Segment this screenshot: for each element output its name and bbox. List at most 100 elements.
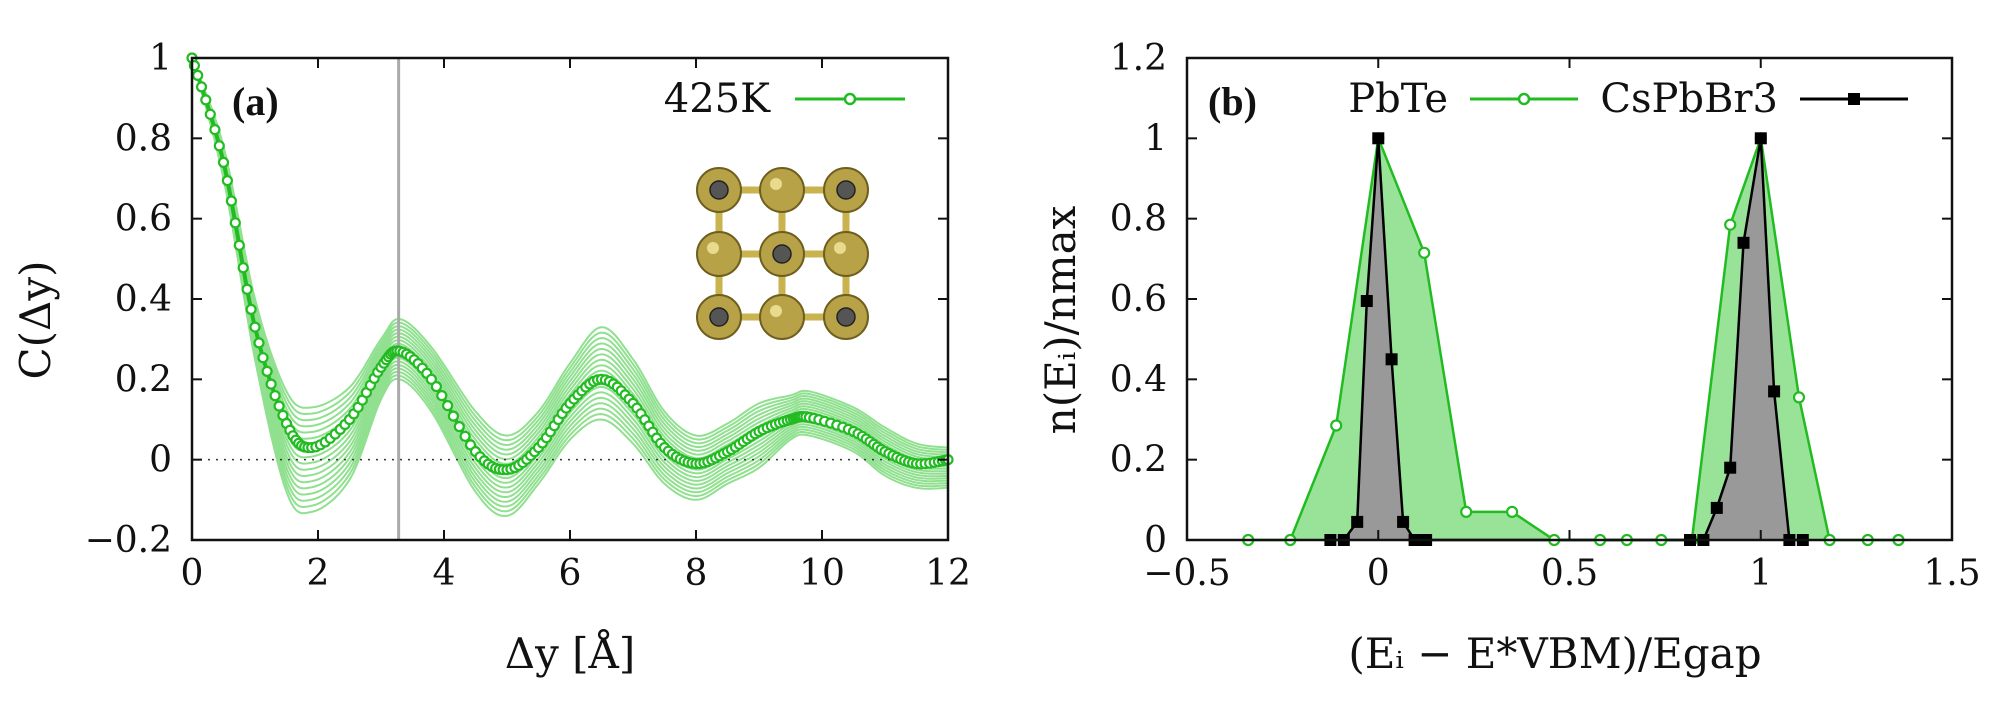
ensemble-curve bbox=[191, 57, 948, 508]
atom-highlight bbox=[770, 178, 782, 190]
plot-frame-b bbox=[1185, 56, 1954, 542]
data-point-pbte bbox=[1418, 246, 1431, 259]
atom-sphere-small bbox=[772, 244, 792, 264]
data-point-pbte bbox=[1792, 391, 1806, 404]
x-tick-label: 2 bbox=[307, 553, 330, 594]
x-tick-label: 1.5 bbox=[1923, 553, 1980, 594]
area-fill-pbte bbox=[1248, 138, 1899, 541]
data-point-425k bbox=[233, 239, 245, 251]
y-tick-label: 0.4 bbox=[1110, 359, 1167, 400]
atom-highlight bbox=[707, 242, 719, 254]
data-point-cspbbr3 bbox=[1397, 515, 1410, 528]
x-tick-label: 0 bbox=[1367, 553, 1390, 594]
y-tick-label: 0.8 bbox=[1110, 199, 1167, 240]
atom-highlight bbox=[834, 242, 846, 254]
data-point-425k bbox=[269, 390, 281, 402]
ensemble-curve bbox=[191, 57, 948, 503]
y-tick-label: 0.6 bbox=[115, 199, 172, 240]
atom-sphere-small bbox=[836, 180, 856, 200]
data-point-cspbbr3 bbox=[1737, 236, 1750, 249]
legend-marker-pbte bbox=[1517, 92, 1531, 106]
x-tick-label: −0.5 bbox=[1143, 553, 1230, 594]
x-tick-label: 6 bbox=[559, 553, 582, 594]
y-tick-label: 1 bbox=[149, 38, 172, 79]
data-point-425k bbox=[241, 283, 253, 295]
ensemble-curve bbox=[191, 57, 949, 454]
ensemble-curve bbox=[191, 57, 949, 449]
data-point-425k bbox=[273, 400, 285, 412]
y-tick-label: 0.2 bbox=[115, 359, 172, 400]
legend-label-cspbbr3: CsPbBr3 bbox=[1600, 76, 1778, 122]
y-tick-label: 0 bbox=[149, 440, 172, 481]
data-point-425k bbox=[442, 400, 454, 412]
atom-sphere bbox=[759, 294, 805, 340]
legend-marker-cspbbr3 bbox=[1848, 93, 1860, 105]
x-tick-label: 4 bbox=[433, 553, 456, 594]
x-tick-label: 0 bbox=[181, 553, 204, 594]
data-point-425k bbox=[430, 381, 442, 393]
atom-sphere bbox=[759, 167, 805, 213]
ensemble-curve bbox=[191, 57, 949, 513]
ensemble-curve bbox=[191, 57, 948, 518]
data-point-425k bbox=[447, 410, 459, 422]
panel-b-chart: −0.5 0 0.5 1 1.500.20.40.60.811.2 (b) PbTe C… bbox=[1036, 38, 1981, 678]
ensemble-curve bbox=[191, 57, 949, 461]
legend-marker-425k bbox=[843, 92, 857, 106]
data-point-425k bbox=[237, 262, 249, 274]
y-tick-label: 1.2 bbox=[1110, 38, 1167, 79]
data-point-425k bbox=[425, 373, 437, 385]
y-tick-label: 0.8 bbox=[115, 118, 172, 159]
atom-highlight bbox=[770, 305, 782, 317]
atom-sphere bbox=[823, 231, 869, 277]
ensemble-curve bbox=[191, 57, 948, 498]
x-tick-label: 8 bbox=[685, 553, 708, 594]
legend-a: 425K bbox=[664, 76, 905, 122]
data-point-425k bbox=[249, 321, 261, 333]
data-point-cspbbr3 bbox=[1372, 132, 1385, 145]
panel-a-chart: 0 2 4 6 8 10 12−0.200.20.40.60.81 (a) 425K Δy … bbox=[11, 38, 971, 678]
x-axis-label-a: Δy [Å] bbox=[505, 628, 636, 678]
data-point-425k bbox=[217, 156, 230, 168]
y-axis-label-a: C(Δy) bbox=[11, 261, 60, 380]
data-point-425k bbox=[200, 94, 212, 106]
y-tick-label: 0.4 bbox=[115, 279, 172, 320]
data-point-425k bbox=[229, 217, 241, 229]
data-point-425k bbox=[213, 140, 225, 152]
data-point-cspbbr3 bbox=[1385, 353, 1398, 366]
data-point-425k bbox=[453, 421, 465, 433]
data-point-cspbbr3 bbox=[1724, 461, 1737, 474]
data-point-pbte bbox=[1505, 505, 1519, 518]
atom-sphere bbox=[696, 231, 742, 277]
atom-sphere-small bbox=[709, 307, 729, 327]
x-tick-label: 10 bbox=[799, 553, 845, 594]
data-point-pbte bbox=[1460, 505, 1473, 518]
ensemble-curve bbox=[191, 57, 949, 456]
data-point-pbte bbox=[1330, 419, 1343, 432]
x-tick-label: 0.5 bbox=[1541, 553, 1598, 594]
x-tick-label: 1 bbox=[1749, 553, 1772, 594]
data-point-425k bbox=[261, 365, 273, 377]
legend-label-pbte: PbTe bbox=[1348, 76, 1448, 122]
ensemble-curve bbox=[191, 57, 949, 451]
data-point-cspbbr3 bbox=[1360, 295, 1373, 307]
y-axis-label-b: n(Eᵢ)/nmax bbox=[1036, 205, 1085, 434]
atom-sphere-small bbox=[836, 307, 856, 327]
data-point-425k bbox=[204, 108, 216, 120]
data-point-425k bbox=[245, 303, 257, 315]
panel-label-b: (b) bbox=[1208, 79, 1257, 124]
data-point-425k bbox=[225, 195, 237, 207]
atom-sphere-small bbox=[709, 180, 729, 200]
area-fill-cspbbr3 bbox=[1330, 138, 1803, 541]
legend-b: PbTe CsPbBr3 bbox=[1348, 76, 1908, 122]
y-tick-label: 0 bbox=[1144, 520, 1167, 561]
data-point-425k bbox=[195, 81, 208, 93]
data-point-425k bbox=[209, 124, 221, 136]
data-point-425k bbox=[436, 390, 448, 402]
data-point-cspbbr3 bbox=[1351, 515, 1364, 528]
x-axis-label-b: (Eᵢ − E*VBM)/Egap bbox=[1348, 629, 1761, 678]
crystal-structure-inset bbox=[696, 167, 869, 340]
x-tick-label: 12 bbox=[925, 553, 971, 594]
y-tick-label: 1 bbox=[1144, 118, 1167, 159]
y-tick-label: 0.2 bbox=[1110, 440, 1167, 481]
y-tick-label: −0.2 bbox=[85, 520, 172, 561]
